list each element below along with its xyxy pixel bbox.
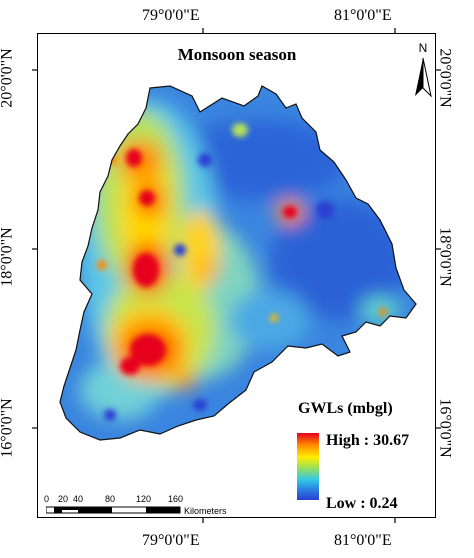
top-lon-label-81: 81°0'0"E	[334, 7, 392, 24]
scale-tick-40: 40	[73, 494, 84, 504]
top-lon-label-79: 79°0'0"E	[142, 7, 200, 24]
north-arrow-icon: N	[415, 41, 432, 98]
legend-high-label: High : 30.67	[326, 432, 410, 449]
north-arrow-label: N	[419, 41, 428, 55]
map-frame	[37, 33, 436, 518]
legend-low-label: Low : 0.24	[326, 495, 398, 512]
map-title: Monsoon season	[177, 45, 297, 64]
legend-title: GWLs (mbgl)	[298, 400, 393, 417]
scale-unit: Kilometers	[184, 506, 227, 516]
scale-tick-0: 0	[44, 494, 50, 504]
bottom-lon-label-79: 79°0'0"E	[142, 532, 200, 549]
bottom-lon-label-81: 81°0'0"E	[334, 532, 392, 549]
scale-tick-20: 20	[58, 494, 69, 504]
scale-bar-graphic	[46, 506, 181, 514]
scale-tick-160: 160	[168, 494, 184, 504]
legend-color-ramp	[297, 433, 319, 500]
scale-tick-120: 120	[136, 494, 152, 504]
scale-tick-80: 80	[105, 494, 116, 504]
